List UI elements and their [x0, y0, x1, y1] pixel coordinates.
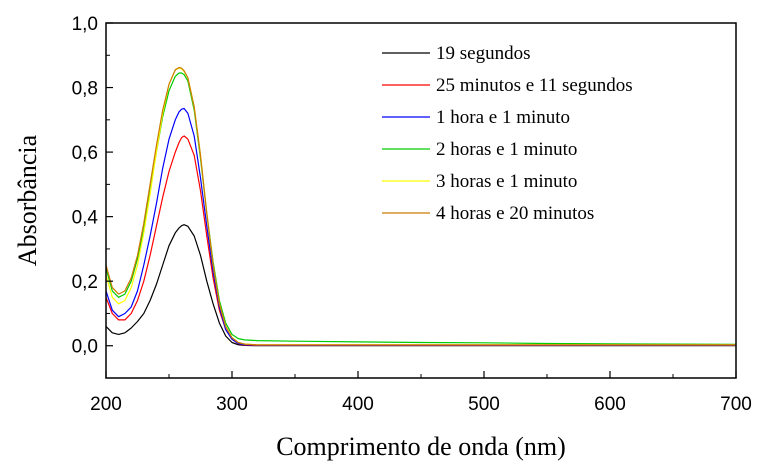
legend: 19 segundos 25 minutos e 11 segundos 1 hor…: [382, 43, 633, 224]
y-tick-label: 0,2: [72, 272, 98, 293]
x-tick-label: 200: [90, 394, 122, 415]
legend-label-3: 1 hora e 1 minuto: [436, 107, 570, 128]
y-axis-title: Absorbância: [13, 134, 42, 266]
legend-label-4: 2 horas e 1 minuto: [436, 139, 577, 160]
series-layer: [105, 66, 737, 347]
series-line-2: [105, 135, 736, 346]
series-line-3: [105, 107, 736, 346]
x-tick-label: 600: [594, 394, 626, 415]
legend-label-1: 19 segundos: [436, 43, 530, 64]
y-tick-label: 0,6: [72, 143, 98, 164]
x-tick-label: 700: [720, 394, 752, 415]
y-tick-label: 0,4: [72, 208, 99, 229]
y-tick-label: 0,0: [72, 337, 98, 358]
series-line-4: [105, 72, 737, 345]
legend-label-6: 4 horas e 20 minutos: [436, 203, 594, 224]
series-line-5: [105, 67, 736, 346]
x-tick-label: 300: [216, 394, 248, 415]
legend-label-5: 3 horas e 1 minuto: [436, 171, 577, 192]
y-tick-label: 1,0: [72, 14, 98, 35]
plot-frame: [105, 22, 737, 379]
y-tick-label: 0,8: [72, 79, 98, 100]
series-line-6: [105, 66, 736, 346]
x-axis-title: Comprimento de onda (nm): [276, 432, 566, 461]
x-tick-label: 500: [468, 394, 500, 415]
ticks-layer: 200 300 400 500 600 700 0,0 0,2 0,4 0,6 0,8 1,0: [72, 14, 752, 415]
legend-label-2: 25 minutos e 11 segundos: [436, 75, 633, 96]
x-tick-label: 400: [342, 394, 374, 415]
series-line-1: [105, 224, 736, 347]
